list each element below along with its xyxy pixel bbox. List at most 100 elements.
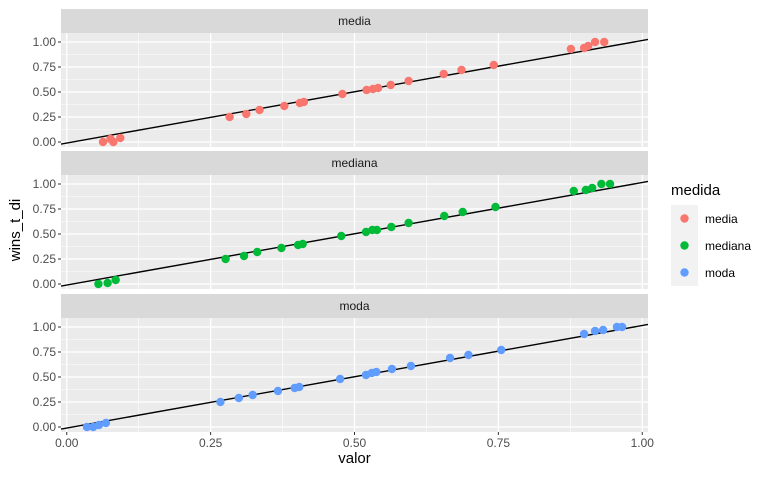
legend-key-point xyxy=(680,241,689,250)
x-tick-label: 0.75 xyxy=(487,436,511,450)
x-tick-label: 0.25 xyxy=(199,436,223,450)
data-point xyxy=(248,390,257,400)
data-point xyxy=(94,279,103,289)
legend-entry-label: mediana xyxy=(705,239,751,253)
data-point xyxy=(404,76,413,86)
y-tick-label: 1.00 xyxy=(33,320,57,334)
data-point xyxy=(598,325,608,335)
data-point xyxy=(569,186,578,196)
data-point xyxy=(255,105,264,115)
data-point xyxy=(239,251,249,261)
data-point xyxy=(600,37,609,47)
x-tick-label: 0.50 xyxy=(343,436,367,450)
facet-strip-label: mediana xyxy=(331,156,377,170)
data-point xyxy=(273,386,283,396)
data-point xyxy=(406,361,416,371)
x-tick-label: 0.00 xyxy=(55,436,79,450)
y-tick-label: 0.00 xyxy=(33,277,57,291)
data-point xyxy=(335,374,345,384)
data-point xyxy=(372,367,381,377)
data-point xyxy=(337,231,346,241)
facet-strip xyxy=(61,9,648,33)
data-point xyxy=(101,418,111,428)
data-point xyxy=(458,207,467,217)
data-point xyxy=(361,227,371,237)
data-point xyxy=(277,243,286,253)
data-point xyxy=(103,278,112,288)
reference-line xyxy=(61,38,648,145)
x-tick-label: 1.00 xyxy=(631,436,655,450)
y-tick-label: 0.75 xyxy=(33,202,57,216)
data-point xyxy=(280,101,289,111)
data-point xyxy=(253,247,262,257)
data-point xyxy=(590,37,600,47)
reference-line xyxy=(61,323,648,430)
data-point xyxy=(445,353,455,363)
data-point xyxy=(299,97,309,107)
y-tick-label: 0.75 xyxy=(33,60,57,74)
data-point xyxy=(225,112,234,122)
data-point xyxy=(82,422,92,432)
data-point xyxy=(605,179,615,189)
data-point xyxy=(234,393,244,403)
data-point xyxy=(111,275,120,285)
data-point xyxy=(94,420,104,430)
data-point xyxy=(98,137,108,147)
legend-entry-label: moda xyxy=(705,266,735,280)
y-tick-label: 0.25 xyxy=(33,395,57,409)
y-tick-label: 0.50 xyxy=(33,227,57,241)
data-point xyxy=(216,397,225,407)
data-point xyxy=(464,350,473,360)
facet-strip xyxy=(61,151,648,175)
data-point xyxy=(298,239,307,249)
data-point xyxy=(497,345,506,355)
data-point xyxy=(387,364,397,374)
data-point xyxy=(587,183,597,193)
y-tick-label: 0.50 xyxy=(33,85,57,99)
data-point xyxy=(457,65,466,75)
y-tick-label: 0.50 xyxy=(33,370,57,384)
legend-key-point xyxy=(680,214,689,223)
facet-strip-label: moda xyxy=(339,299,369,313)
y-tick-label: 0.25 xyxy=(33,252,57,266)
data-point xyxy=(597,179,606,189)
data-point xyxy=(590,326,600,336)
x-axis-title: valor xyxy=(338,450,371,467)
data-point xyxy=(579,329,589,339)
data-point xyxy=(387,222,396,232)
data-point xyxy=(583,41,593,51)
data-point xyxy=(242,109,251,119)
legend-title: medida xyxy=(671,182,721,199)
data-point xyxy=(116,133,125,143)
legend-key-point xyxy=(680,268,689,277)
data-point xyxy=(372,225,382,235)
data-point xyxy=(440,211,449,221)
facet-strip-label: media xyxy=(338,14,371,28)
legend-entry-label: media xyxy=(705,212,738,226)
data-point xyxy=(439,69,448,79)
data-point xyxy=(404,218,413,228)
data-point xyxy=(362,85,371,95)
y-axis-title: wins_t_di xyxy=(7,199,24,263)
y-tick-label: 1.00 xyxy=(33,35,57,49)
reference-line xyxy=(61,180,648,287)
data-point xyxy=(221,254,230,264)
data-point xyxy=(566,44,576,54)
y-tick-label: 1.00 xyxy=(33,177,57,191)
data-point xyxy=(386,80,395,90)
data-point xyxy=(581,185,591,195)
data-point xyxy=(109,137,118,147)
data-point xyxy=(617,322,627,332)
data-point xyxy=(489,60,498,70)
data-point xyxy=(491,202,500,212)
data-point xyxy=(338,89,347,99)
y-tick-label: 0.75 xyxy=(33,345,57,359)
data-point xyxy=(295,382,304,392)
facet-strip xyxy=(61,294,648,318)
data-point xyxy=(373,83,383,93)
y-tick-label: 0.00 xyxy=(33,420,57,434)
y-tick-label: 0.00 xyxy=(33,135,57,149)
y-tick-label: 0.25 xyxy=(33,110,57,124)
